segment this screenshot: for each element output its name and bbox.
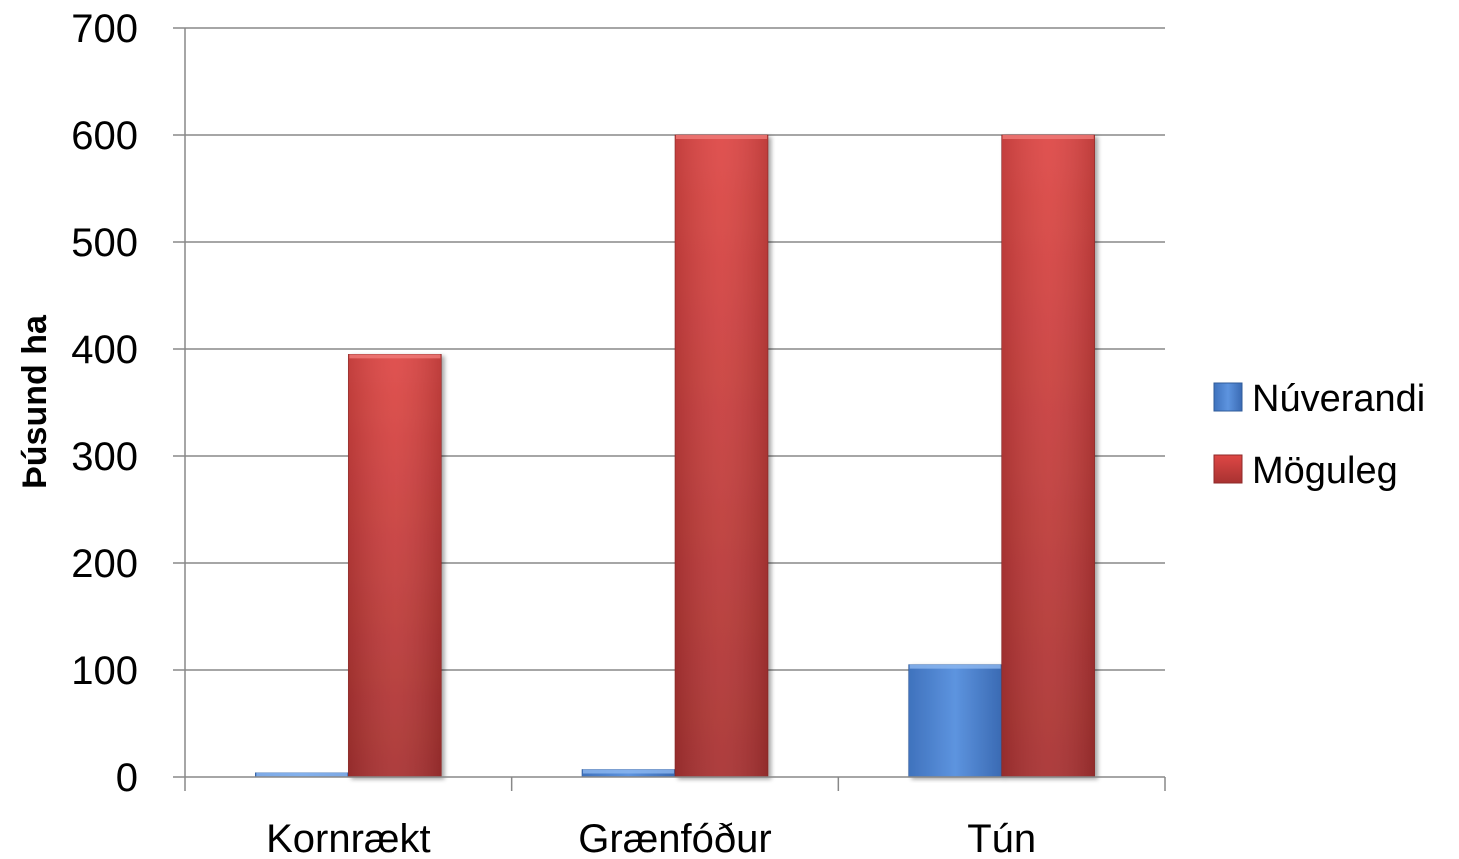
bar-shading: [675, 135, 768, 777]
x-tick-labels: Kornrækt Grænfóður Tún: [266, 817, 1036, 859]
x-tick-label: Kornrækt: [266, 817, 431, 859]
y-axis-label: Þúsund ha: [16, 314, 54, 489]
y-tick-label: 400: [71, 328, 138, 372]
bars: [255, 134, 1095, 778]
y-tick-label: 500: [71, 221, 138, 265]
bar-top-highlight: [349, 354, 441, 359]
y-tick-label: 200: [71, 542, 138, 586]
bar-top-highlight: [676, 135, 767, 139]
x-tick-label: Grænfóður: [578, 817, 771, 859]
bar-n-verandi: [908, 664, 1002, 778]
y-tick-labels: 0 100 200 300 400 500 600 700: [71, 7, 138, 800]
legend: Núverandi Möguleg: [1213, 378, 1425, 492]
y-tick-label: 300: [71, 435, 138, 479]
bar-top-highlight: [583, 769, 674, 774]
bar-top-highlight: [1002, 135, 1094, 139]
bar-top-highlight: [256, 772, 348, 777]
bar-shading: [1001, 135, 1095, 777]
legend-swatch-n-verandi: [1213, 382, 1243, 412]
x-tick-label: Tún: [967, 817, 1036, 859]
bar-top-highlight: [909, 664, 1001, 669]
legend-label-m-guleg: Möguleg: [1252, 450, 1398, 492]
y-tick-label: 700: [71, 7, 138, 51]
legend-swatch-m-guleg: [1213, 454, 1243, 484]
legend-label-n-verandi: Núverandi: [1252, 378, 1425, 420]
bar-shading: [348, 354, 442, 777]
y-tick-label: 0: [116, 756, 138, 800]
axes: [184, 28, 1166, 791]
y-tick-label: 100: [71, 649, 138, 693]
y-tick-label: 600: [71, 114, 138, 158]
